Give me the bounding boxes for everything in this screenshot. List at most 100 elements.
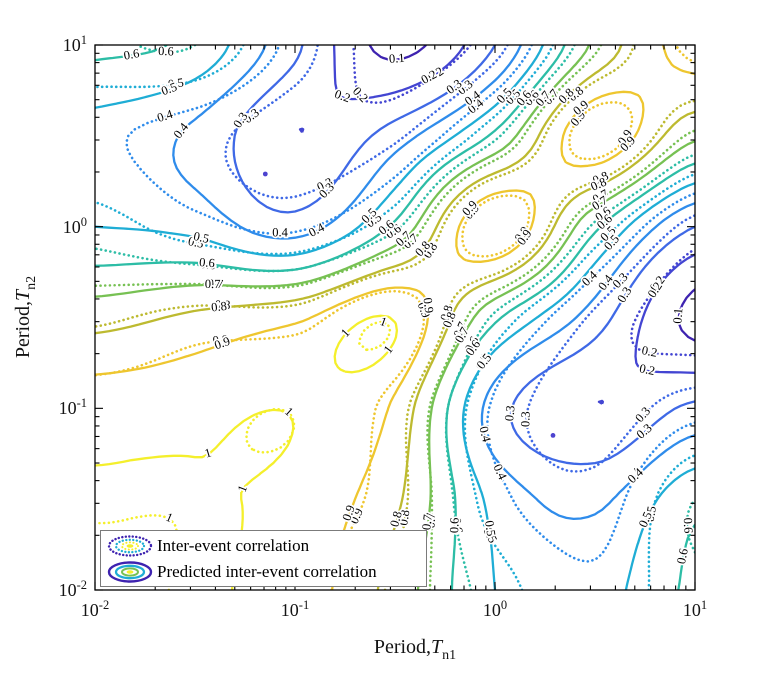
contour-line-solid-0.4	[480, 202, 695, 521]
contour-label: 0.5	[192, 229, 210, 246]
contour-label: 0.9	[421, 297, 437, 314]
contour-label: 0.4	[491, 462, 510, 483]
x-axis-label: Period,Tn1	[255, 636, 575, 664]
contour-label: 0.5	[167, 75, 184, 91]
contour-label: 0.1	[389, 51, 406, 66]
contour-line-solid-0.7	[416, 140, 695, 590]
contour-line-solid-0.2	[332, 45, 466, 101]
contour-line-dotted-0.3	[224, 45, 509, 200]
contour-line-dotted-0.9	[674, 45, 695, 64]
contour-label: 0.7	[205, 277, 221, 291]
contour-line-dotted-0.9	[567, 101, 634, 161]
contour-line-solid-0.5	[95, 45, 230, 109]
contour-line-solid-0.5	[461, 182, 695, 590]
contour-line-solid-0.5	[95, 45, 544, 257]
legend-item-label: Predicted inter-event correlation	[157, 562, 377, 581]
x-tick-label: 100	[482, 598, 508, 620]
contour-label: 0.4	[476, 425, 494, 444]
legend-icon-ring	[121, 541, 139, 551]
contour-label: 0.8	[437, 303, 455, 322]
contour-line-dotted-0.8	[383, 99, 695, 590]
y-tick-label: 100	[62, 214, 87, 237]
contour-line-solid-0.1	[677, 288, 695, 342]
contour-label: 0.8	[387, 510, 405, 529]
legend-dotted-contour-icon	[107, 535, 153, 557]
contour-label: 0.2	[333, 87, 352, 105]
contour-label: 1	[164, 510, 175, 525]
contour-label: 0.9	[212, 332, 229, 348]
legend-icon-ring	[114, 564, 146, 580]
contour-label: 0.2	[641, 343, 659, 360]
contour-line-solid-0.6	[95, 45, 566, 273]
legend-icon-ring	[121, 567, 139, 577]
contour-line-solid-0.3	[232, 45, 496, 214]
legend-item-solid: Predicted inter-event correlation	[106, 559, 422, 585]
y-tick-label: 10-1	[58, 396, 87, 419]
contour-label: 0.6	[199, 255, 216, 270]
contour-line-dotted-0.9	[460, 194, 531, 258]
contour-label: 0.4	[155, 107, 175, 125]
contour-label: 0.6	[449, 517, 465, 535]
contour-label: 0.5	[187, 234, 205, 251]
contour-label: 0.6	[158, 44, 174, 59]
minimum-marker-dot	[550, 433, 556, 438]
contour-line-dotted-0.7	[426, 129, 695, 590]
contour-label: 0.7	[419, 514, 435, 531]
contour-line-solid-0.6	[95, 45, 168, 62]
contour-label: 0.5	[643, 505, 659, 523]
contour-label: 0.6	[123, 46, 141, 63]
y-axis-symbol: T	[12, 289, 34, 301]
axis-ticks	[94, 44, 696, 591]
plot-border	[94, 44, 696, 591]
contour-label: 0.6	[447, 517, 462, 533]
contour-line-dotted-1	[245, 408, 296, 454]
contour-label: 0.1	[670, 308, 685, 325]
contour-label: 0.5	[482, 520, 498, 537]
contour-line-solid-0.6	[445, 162, 695, 590]
contour-label: 0.7	[207, 276, 223, 291]
contour-line-solid-1	[333, 314, 399, 374]
x-tick-label: 10-2	[80, 598, 110, 620]
contour-line-dotted-0.6	[685, 497, 695, 554]
contour-line-solid-0.9	[661, 45, 695, 76]
contour-line-solid-0.8	[95, 45, 623, 335]
x-axis-label-text: Period,	[373, 636, 432, 658]
contour-label: 0.2	[638, 361, 656, 378]
contour-line-solid-0.9	[560, 90, 645, 168]
contour-line-solid-0.4	[172, 45, 522, 240]
contour-label: 0.4	[306, 220, 327, 240]
contour-label: 0.8	[215, 298, 231, 313]
contour-label: 0.6	[674, 547, 691, 565]
legend-icon-center	[126, 570, 134, 574]
contour-line-solid-0.9	[95, 286, 430, 590]
legend-icon-ring	[107, 561, 153, 583]
legend-icon-center	[126, 544, 134, 548]
legend-item-dotted: Inter-event correlation	[106, 533, 422, 559]
contour-label: 0.4	[272, 225, 288, 239]
contour-line-dotted-0.6	[95, 45, 576, 273]
contour-line-solid-0.1	[368, 45, 427, 61]
contour-line-dotted-0.8	[95, 45, 635, 328]
y-axis-label-text: Period,	[12, 300, 34, 359]
contour-line-dotted-0.5	[95, 45, 555, 256]
contour-line-dotted-0.5	[95, 45, 245, 89]
contour-line-solid-1	[95, 408, 295, 590]
contour-line-dotted-0.9	[95, 289, 426, 590]
y-axis-label: Period,Tn2	[12, 276, 40, 358]
contour-line-solid-0.2	[634, 253, 695, 374]
x-tick-label: 101	[682, 598, 708, 620]
contour-label: 0.6	[199, 257, 216, 273]
contour-line-solid-0.8	[376, 110, 695, 590]
contour-line-solid-0.2	[597, 399, 605, 405]
legend-icon-ring	[107, 535, 153, 557]
contour-line-solid-0.5	[624, 467, 695, 590]
contour-line-solid-0.9	[455, 189, 536, 263]
contour-label: 0.8	[210, 299, 227, 315]
predicted-contours	[95, 45, 695, 590]
contour-label: 0.8	[396, 509, 412, 527]
contour-line-dotted-0.3	[525, 214, 695, 473]
contour-label: 0.4	[171, 120, 192, 142]
legend-item-label: Inter-event correlation	[157, 536, 310, 555]
